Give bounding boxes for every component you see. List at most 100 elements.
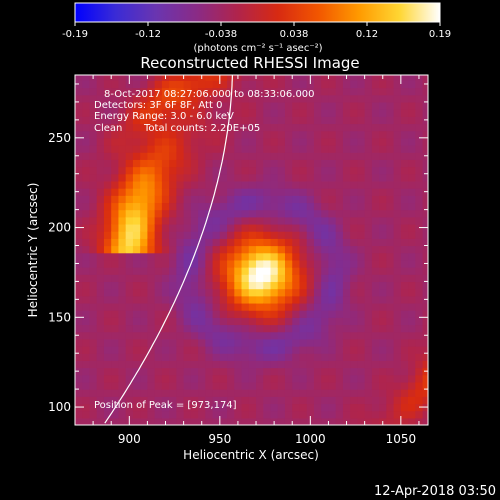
annotation-total-counts: Total counts: 2.20E+05 xyxy=(143,123,260,134)
heatmap-cell xyxy=(306,173,315,182)
heatmap-cell xyxy=(190,403,199,412)
heatmap-cell xyxy=(96,245,105,254)
heatmap-cell xyxy=(176,223,185,232)
heatmap-cell xyxy=(161,252,170,261)
heatmap-cell xyxy=(277,173,286,182)
heatmap-cell xyxy=(342,123,351,132)
heatmap-cell xyxy=(357,353,366,361)
heatmap-cell xyxy=(284,267,293,275)
heatmap-cell xyxy=(241,130,250,139)
heatmap-cell xyxy=(96,374,105,383)
heatmap-cell xyxy=(125,245,134,254)
heatmap-cell xyxy=(190,353,199,361)
heatmap-cell xyxy=(299,137,308,146)
heatmap-cell xyxy=(241,202,250,211)
heatmap-cell xyxy=(205,109,214,117)
heatmap-cell xyxy=(263,137,272,146)
heatmap-cell xyxy=(132,310,141,318)
heatmap-cell xyxy=(169,238,177,247)
heatmap-cell xyxy=(328,188,337,196)
heatmap-cell xyxy=(386,252,395,261)
colorbar-tick-label: -0.19 xyxy=(62,29,88,40)
heatmap-cell xyxy=(198,403,206,412)
heatmap-cell xyxy=(140,396,149,405)
heatmap-cell xyxy=(96,403,105,412)
heatmap-cell xyxy=(82,159,91,168)
heatmap-cell xyxy=(386,295,395,304)
heatmap-cell xyxy=(176,259,185,268)
heatmap-cell xyxy=(379,101,387,110)
heatmap-cell xyxy=(125,317,134,326)
heatmap-cell xyxy=(205,223,214,232)
heatmap-cell xyxy=(292,166,301,175)
heatmap-cell xyxy=(350,159,358,168)
heatmap-cell xyxy=(364,267,373,275)
heatmap-cell xyxy=(306,152,315,160)
heatmap-cell xyxy=(96,367,105,376)
heatmap-cell xyxy=(183,159,192,168)
heatmap-cell xyxy=(241,353,250,361)
heatmap-cell xyxy=(205,331,214,340)
heatmap-cell xyxy=(371,295,380,304)
heatmap-cell xyxy=(234,310,243,318)
heatmap-cell xyxy=(270,188,279,196)
heatmap-cell xyxy=(270,152,279,160)
heatmap-cell xyxy=(234,202,243,211)
heatmap-cell xyxy=(350,317,358,326)
heatmap-cell xyxy=(284,381,293,390)
heatmap-cell xyxy=(270,80,279,89)
heatmap-cell xyxy=(219,109,228,117)
heatmap-cell xyxy=(176,231,185,239)
heatmap-cell xyxy=(169,245,177,254)
heatmap-cell xyxy=(176,87,185,96)
heatmap-cell xyxy=(270,180,279,189)
heatmap-cell xyxy=(125,159,134,168)
heatmap-cell xyxy=(219,209,228,218)
heatmap-cell xyxy=(313,159,322,168)
heatmap-cell xyxy=(277,317,286,326)
heatmap-cell xyxy=(306,137,315,146)
heatmap-cell xyxy=(313,338,322,347)
heatmap-cell xyxy=(140,145,149,153)
x-axis-label: Heliocentric X (arcsec) xyxy=(183,448,319,462)
heatmap-cell xyxy=(357,173,366,182)
heatmap-cell xyxy=(96,410,105,419)
heatmap-cell xyxy=(357,80,366,89)
heatmap-cell xyxy=(422,209,428,218)
heatmap-cell xyxy=(371,417,380,425)
heatmap-cell xyxy=(357,245,366,254)
heatmap-cell xyxy=(241,338,250,347)
heatmap-cell xyxy=(321,231,330,239)
heatmap-cell xyxy=(234,302,243,311)
heatmap-cell xyxy=(371,238,380,247)
heatmap-cell xyxy=(89,195,98,204)
heatmap-cell xyxy=(227,123,235,132)
heatmap-cell xyxy=(321,123,330,132)
heatmap-cell xyxy=(227,310,235,318)
heatmap-cell xyxy=(400,302,409,311)
heatmap-cell xyxy=(241,381,250,390)
heatmap-cell xyxy=(342,152,351,160)
heatmap-cell xyxy=(147,75,156,81)
heatmap-cell xyxy=(82,245,91,254)
heatmap-cell xyxy=(241,317,250,326)
heatmap-cell xyxy=(82,381,91,390)
heatmap-cell xyxy=(400,281,409,290)
heatmap-cell xyxy=(277,302,286,311)
heatmap-cell xyxy=(408,302,416,311)
heatmap-cell xyxy=(227,259,235,268)
x-tick-label: 950 xyxy=(208,432,231,446)
heatmap-cell xyxy=(350,145,358,153)
heatmap-cell xyxy=(284,195,293,204)
heatmap-cell xyxy=(371,159,380,168)
heatmap-cell xyxy=(299,195,308,204)
heatmap-cell xyxy=(350,381,358,390)
heatmap-cell xyxy=(415,381,424,390)
heatmap-cell xyxy=(190,417,199,425)
heatmap-cell xyxy=(408,94,416,103)
heatmap-cell xyxy=(147,173,156,182)
heatmap-cell xyxy=(118,374,127,383)
heatmap-cell xyxy=(371,202,380,211)
heatmap-cell xyxy=(190,389,199,397)
heatmap-cell xyxy=(227,396,235,405)
